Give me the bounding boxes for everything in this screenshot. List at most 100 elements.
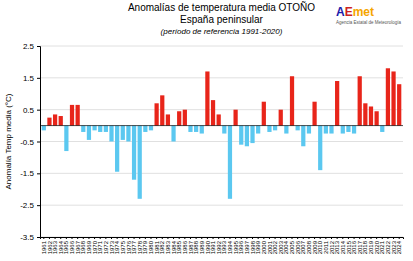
bar <box>104 126 108 132</box>
x-tick-mark <box>303 237 304 239</box>
grid-line <box>40 141 403 142</box>
x-tick-mark <box>314 237 315 239</box>
x-tick-mark <box>376 237 377 239</box>
bar <box>166 114 170 125</box>
y-tick: 1.5 <box>23 74 40 83</box>
x-tick-mark <box>145 237 146 239</box>
bar <box>239 126 243 145</box>
x-tick-mark <box>337 237 338 239</box>
bar <box>267 126 271 132</box>
subtitle: (período de referencia 1991-2020) <box>161 27 283 36</box>
bar <box>301 126 305 147</box>
bar <box>109 126 113 142</box>
x-tick-mark <box>111 237 112 239</box>
bar <box>53 114 57 125</box>
bar <box>279 110 283 126</box>
x-tick-mark <box>387 237 388 239</box>
x-tick-mark <box>399 237 400 239</box>
bar <box>290 76 294 125</box>
bar <box>115 126 119 172</box>
bar <box>92 126 96 131</box>
y-axis-title: Anomalía Temp media (°C) <box>4 93 13 189</box>
y-tick-mark <box>37 237 40 238</box>
y-tick-label: 1.5 <box>23 74 35 83</box>
x-tick-mark <box>229 237 230 239</box>
bar <box>177 111 181 125</box>
bar <box>335 81 339 126</box>
x-tick-mark <box>196 237 197 239</box>
bar <box>245 126 249 147</box>
bar <box>171 126 175 142</box>
x-tick-label: 2024 <box>396 240 402 254</box>
x-tick-mark <box>382 237 383 239</box>
y-tick-mark <box>37 205 40 206</box>
bar <box>329 126 333 134</box>
x-tick-mark <box>258 237 259 239</box>
bar <box>250 126 254 144</box>
bar <box>341 126 345 134</box>
bar <box>143 126 147 132</box>
grid <box>40 46 403 237</box>
y-tick-label: -0.5 <box>20 138 34 147</box>
x-tick-mark <box>252 237 253 239</box>
bar <box>296 126 300 131</box>
logo-part: E <box>345 5 353 19</box>
x-tick-mark <box>241 237 242 239</box>
bar <box>64 126 68 151</box>
bar <box>358 76 362 125</box>
y-tick: 2.5 <box>23 42 40 51</box>
x-tick-mark <box>167 237 168 239</box>
x-tick-mark <box>235 237 236 239</box>
x-tick-mark <box>308 237 309 239</box>
x-tick-mark <box>190 237 191 239</box>
x-tick-mark <box>60 237 61 239</box>
logo: AEmet <box>336 5 374 19</box>
x-tick-mark <box>43 237 44 239</box>
bar <box>312 102 316 126</box>
bar <box>284 126 288 134</box>
y-tick-label: 0.5 <box>23 106 35 115</box>
x-tick-mark <box>207 237 208 239</box>
x-tick-mark <box>117 237 118 239</box>
x-tick-mark <box>348 237 349 239</box>
x-tick-mark <box>128 237 129 239</box>
y-tick-label: -1.5 <box>20 169 34 178</box>
bar <box>42 126 46 131</box>
logo-part: A <box>336 5 345 19</box>
bar <box>194 126 198 132</box>
bar <box>59 116 63 126</box>
bar <box>397 84 401 125</box>
bar <box>391 71 395 125</box>
y-tick-mark <box>37 78 40 79</box>
y-tick-mark <box>37 142 40 143</box>
bar <box>256 126 260 134</box>
bar <box>262 102 266 126</box>
bar <box>375 111 379 125</box>
y-tick-mark <box>37 173 40 174</box>
bar <box>318 126 322 171</box>
x-tick-mark <box>139 237 140 239</box>
x-tick-mark <box>275 237 276 239</box>
bar <box>205 71 209 125</box>
y-tick: -2.5 <box>20 201 40 210</box>
x-tick-mark <box>105 237 106 239</box>
bar <box>132 126 136 180</box>
x-tick-mark <box>201 237 202 239</box>
bar <box>386 68 390 125</box>
grid-line <box>40 77 403 78</box>
bar <box>200 126 204 134</box>
x-tick-mark <box>218 237 219 239</box>
bar <box>183 110 187 126</box>
x-tick-mark <box>179 237 180 239</box>
bar <box>121 126 125 140</box>
x-tick-mark <box>393 237 394 239</box>
y-tick-mark <box>37 110 40 111</box>
y-tick: -0.5 <box>20 138 40 147</box>
y-tick-label: 2.5 <box>23 42 35 51</box>
bar <box>188 126 192 132</box>
x-tick-mark <box>122 237 123 239</box>
x-tick-mark <box>134 237 135 239</box>
bar <box>76 105 80 126</box>
logo-part: met <box>353 5 374 19</box>
x-tick-mark <box>173 237 174 239</box>
